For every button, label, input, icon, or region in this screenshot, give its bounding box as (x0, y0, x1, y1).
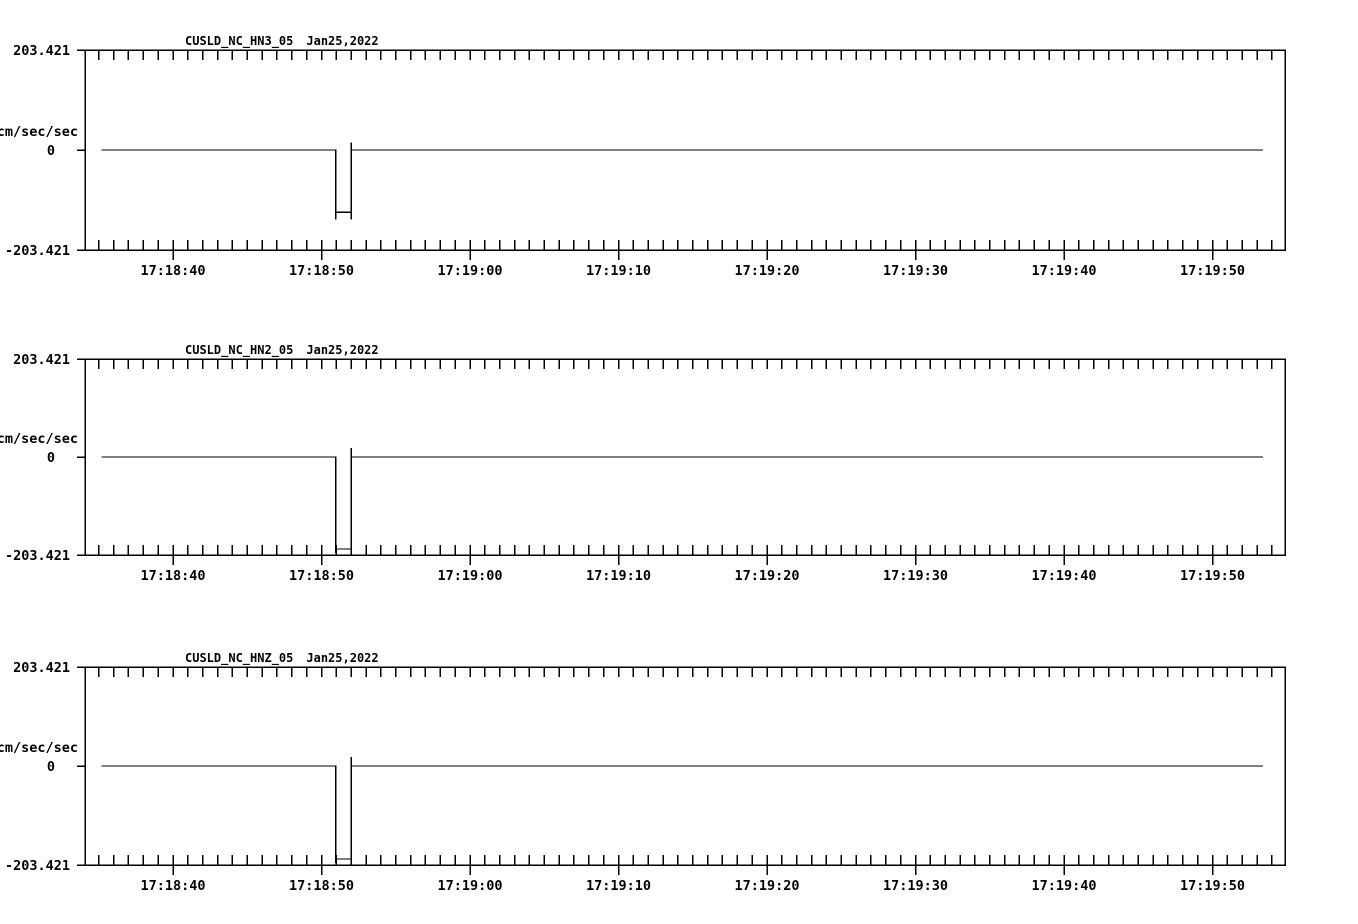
y-units-label: cm/sec/sec (0, 740, 78, 756)
x-tick-label: 17:19:40 (1031, 878, 1097, 894)
major-ticks (172, 545, 1214, 565)
station-channel-label: CUSLD_NC_HN3_05 (185, 34, 294, 48)
waveform-trace (101, 142, 1263, 220)
x-tick-label: 17:19:30 (882, 263, 949, 279)
x-tick-label: 17:18:50 (288, 568, 355, 584)
y-zero-label: 0 (46, 450, 55, 466)
y-min-label: -203.421 (4, 548, 70, 564)
y-min-label: -203.421 (4, 858, 70, 874)
y-max-label: 203.421 (13, 660, 70, 676)
x-tick-label: 17:19:30 (882, 878, 949, 894)
x-tick-label: 17:18:40 (140, 878, 206, 894)
x-tick-label: 17:19:50 (1179, 878, 1246, 894)
x-tick-label: 17:19:40 (1031, 568, 1097, 584)
x-tick-label: 17:19:00 (437, 878, 503, 894)
y-units-label: cm/sec/sec (0, 124, 78, 140)
x-tick-label: 17:19:10 (585, 568, 652, 584)
x-tick-label: 17:19:00 (437, 263, 503, 279)
y-zero-label: 0 (46, 143, 55, 159)
x-tick-label: 17:19:50 (1179, 263, 1246, 279)
x-tick-label: 17:18:40 (140, 263, 206, 279)
x-tick-label: 17:19:20 (734, 878, 800, 894)
y-units-label: cm/sec/sec (0, 431, 78, 447)
x-tick-label: 17:19:40 (1031, 263, 1097, 279)
panel-title: CUSLD_NC_HN2_05 Jan25,2022 (185, 344, 379, 357)
y-min-label: -203.421 (4, 243, 70, 259)
x-tick-label: 17:18:40 (140, 568, 206, 584)
date-label: Jan25,2022 (306, 343, 379, 357)
major-ticks (172, 855, 1214, 875)
station-channel-label: CUSLD_NC_HN2_05 (185, 343, 294, 357)
x-tick-label: 17:19:30 (882, 568, 949, 584)
minor-ticks (98, 359, 1273, 555)
y-max-label: 203.421 (13, 43, 70, 59)
x-tick-label: 17:18:50 (288, 263, 355, 279)
station-channel-label: CUSLD_NC_HNZ_05 (185, 651, 294, 665)
panel-title: CUSLD_NC_HN3_05 Jan25,2022 (185, 35, 379, 48)
x-tick-label: 17:19:20 (734, 263, 800, 279)
x-tick-label: 17:18:50 (288, 878, 355, 894)
panel-CUSLD_NC_HN2_05 (77, 358, 1286, 565)
x-tick-label: 17:19:10 (585, 263, 652, 279)
x-tick-label: 17:19:00 (437, 568, 503, 584)
panel-CUSLD_NC_HNZ_05 (77, 666, 1286, 875)
waveform-trace (101, 756, 1263, 863)
panel-title: CUSLD_NC_HNZ_05 Jan25,2022 (185, 652, 379, 665)
date-label: Jan25,2022 (306, 651, 379, 665)
major-ticks (172, 240, 1214, 260)
date-label: Jan25,2022 (306, 34, 379, 48)
minor-ticks (98, 50, 1273, 250)
panel-CUSLD_NC_HN3_05 (77, 49, 1286, 260)
y-zero-label: 0 (46, 759, 55, 775)
x-tick-label: 17:19:20 (734, 568, 800, 584)
x-tick-label: 17:19:50 (1179, 568, 1246, 584)
y-max-label: 203.421 (13, 352, 70, 368)
x-tick-label: 17:19:10 (585, 878, 652, 894)
waveform-trace (101, 447, 1263, 553)
